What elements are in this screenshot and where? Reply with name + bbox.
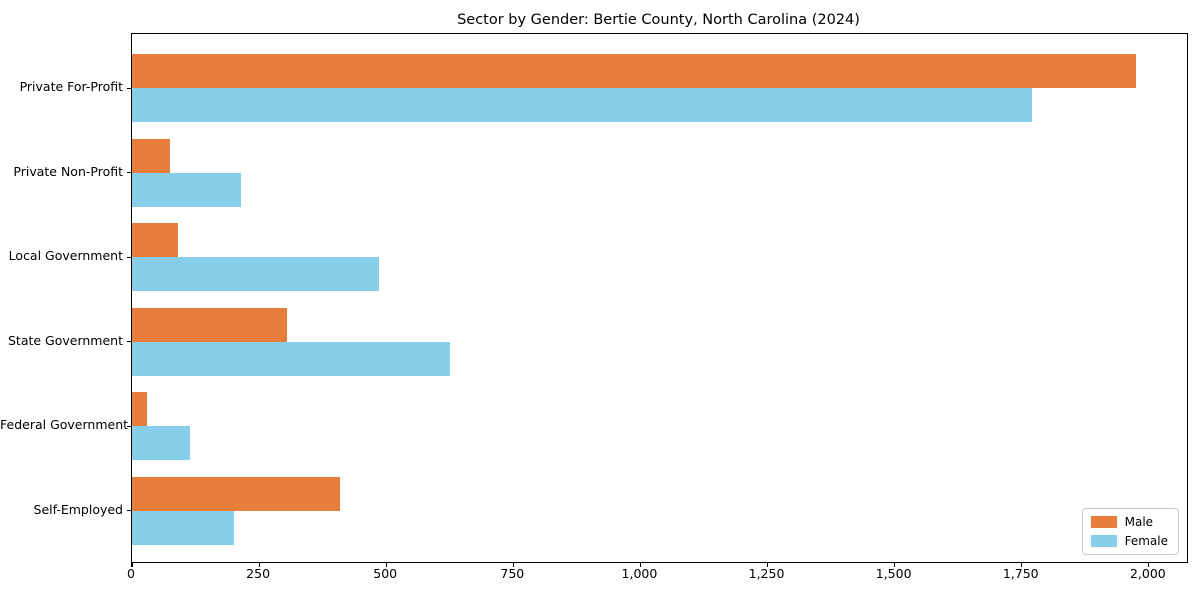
x-tick-250 [258,562,260,567]
x-tick-750 [512,562,514,567]
y-tick-label-self-employed: Self-Employed [33,501,123,517]
y-tick-label-private-for-profit: Private For-Profit [19,79,123,95]
bar-male-state-government [132,307,288,342]
x-tick-label-500: 500 [373,566,398,581]
bar-male-private-non-profit [132,138,171,173]
x-tick-label-750: 750 [500,566,525,581]
plot-area: Male Female [127,33,1188,567]
y-tick-private-non-profit [127,172,132,174]
x-tick-label-1,000: 1,000 [621,566,658,581]
bar-female-federal-government [132,426,191,461]
y-tick-federal-government [127,425,132,427]
y-tick-state-government [127,341,132,343]
bar-female-private-non-profit [132,172,242,207]
bar-male-self-employed [132,476,341,511]
y-tick-label-federal-government: Federal Government [0,417,129,433]
bar-female-private-for-profit [132,88,1032,123]
x-tick-label-1,500: 1,500 [875,566,912,581]
bar-female-local-government [132,257,379,292]
legend-swatch-female [1090,535,1117,547]
y-tick-private-for-profit [127,87,132,89]
x-tick-500 [385,562,387,567]
x-tick-label-250: 250 [246,566,271,581]
bar-female-state-government [132,341,450,376]
bar-male-private-for-profit [132,54,1137,89]
legend-item-male: Male [1090,515,1168,529]
x-tick-1,250 [766,562,769,567]
legend: Male Female [1081,508,1179,555]
legend-swatch-male [1090,516,1117,528]
y-tick-self-employed [127,510,132,512]
x-tick-label-0: 0 [127,566,135,581]
x-tick-1,750 [1021,562,1023,567]
legend-label-male: Male [1124,515,1154,529]
y-tick-label-private-non-profit: Private Non-Profit [13,163,123,179]
y-axis-labels: Private For-Profit Private Non-Profit Loca… [0,33,129,561]
x-tick-1,000 [639,562,642,567]
x-tick-0 [131,562,133,567]
bar-male-local-government [132,223,178,258]
x-tick-2,000 [1148,562,1150,567]
y-tick-label-local-government: Local Government [8,248,123,264]
x-tick-1,500 [894,562,896,567]
x-tick-label-1,750: 1,750 [1002,566,1039,581]
legend-label-female: Female [1124,534,1168,548]
x-tick-label-1,250: 1,250 [748,566,785,581]
y-tick-local-government [127,256,132,258]
y-tick-label-state-government: State Government [7,332,123,348]
x-tick-label-2,000: 2,000 [1129,566,1166,581]
x-axis-labels: 0 250 500 750 1,000 1,250 1,500 1,750 2,000 [127,566,1186,586]
bar-male-federal-government [132,392,148,427]
legend-item-female: Female [1090,534,1168,548]
bar-female-self-employed [132,510,234,545]
chart-title: Sector by Gender: Bertie County, North C… [457,12,860,28]
